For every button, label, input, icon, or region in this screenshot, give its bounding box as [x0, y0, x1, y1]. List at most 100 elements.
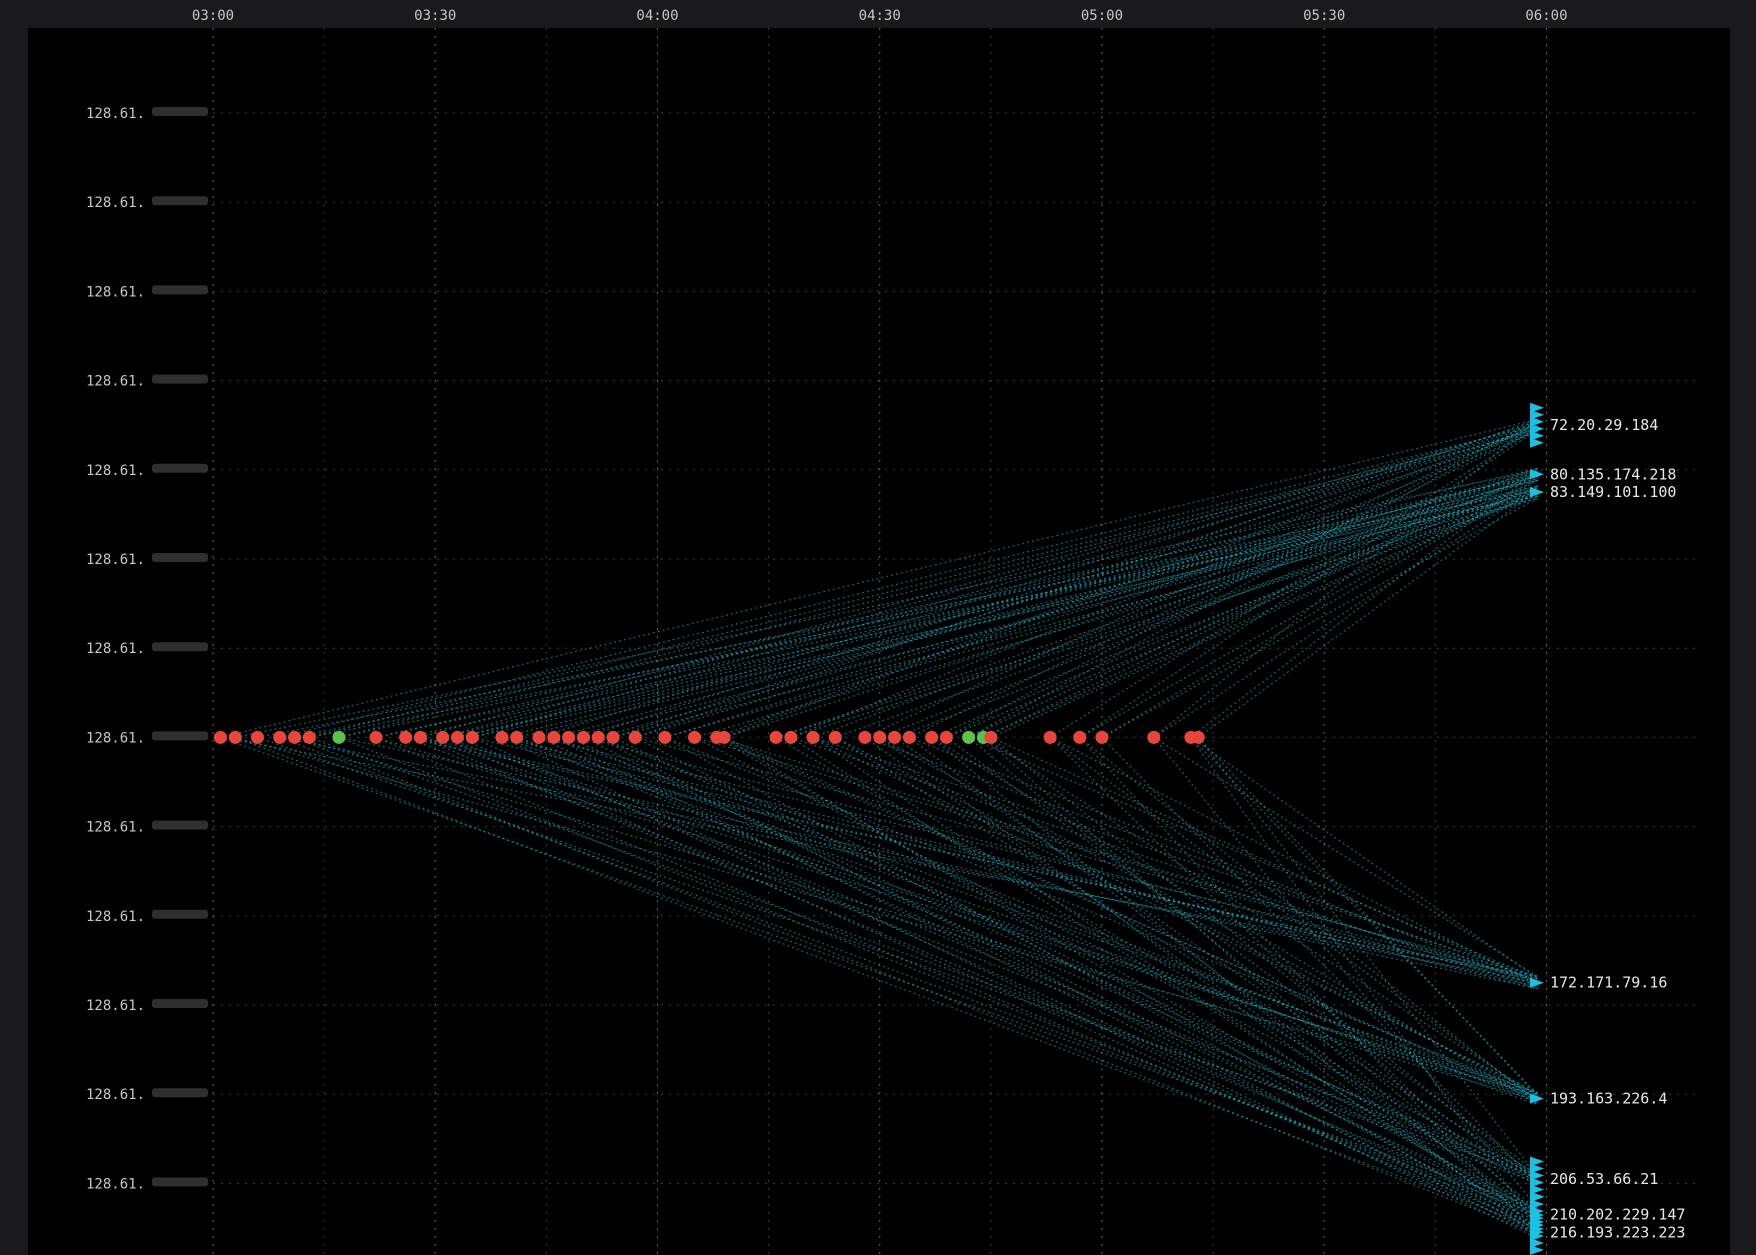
connection-line — [501, 736, 1539, 1106]
y-tick-label: 128.61. — [86, 1087, 145, 1103]
y-tick-label: 128.61. — [86, 998, 145, 1014]
connection-line — [1197, 489, 1539, 738]
connection-line — [338, 479, 1539, 738]
destination-arrow — [1530, 409, 1544, 420]
destination-arrow — [1530, 469, 1544, 480]
connection-line — [375, 485, 1539, 738]
connection-line — [664, 487, 1539, 738]
connection-line — [931, 736, 1539, 1239]
connection-line — [583, 736, 1539, 986]
connection-line — [1153, 737, 1539, 1209]
blurred-octet — [152, 820, 208, 830]
connection-line — [597, 736, 1539, 1237]
event-marker-red — [769, 730, 783, 744]
destination-label: 83.149.101.100 — [1550, 483, 1676, 501]
y-tick-label: 128.61. — [86, 909, 145, 925]
connection-line — [516, 736, 1539, 1094]
event-marker-red — [547, 730, 561, 744]
event-marker-red — [250, 730, 264, 744]
connection-line — [457, 475, 1539, 738]
event-marker-red — [984, 730, 998, 744]
blurred-octet — [152, 1177, 208, 1187]
connection-line — [1190, 736, 1539, 1096]
destination-arrow — [1530, 977, 1544, 988]
y-tick-label: 128.61. — [86, 284, 145, 300]
connection-line — [723, 736, 1539, 1102]
connection-line — [553, 736, 1539, 1231]
connection-line — [309, 428, 1539, 738]
connection-line — [538, 736, 1539, 1212]
connection-line — [583, 426, 1539, 738]
connection-line — [968, 420, 1539, 738]
event-marker-red — [828, 730, 842, 744]
event-marker-red — [1043, 730, 1057, 744]
destination-arrow — [1530, 1163, 1544, 1174]
connection-line — [338, 736, 1539, 990]
y-tick-label: 128.61. — [86, 730, 145, 746]
destination-arrow — [1530, 1216, 1544, 1227]
connection-line — [1190, 737, 1539, 1229]
connection-lines — [220, 418, 1539, 1240]
destination-arrow — [1530, 1230, 1544, 1241]
connection-line — [879, 473, 1539, 738]
connection-line — [294, 475, 1539, 738]
connection-line — [879, 736, 1539, 1233]
event-marker-red — [925, 730, 939, 744]
connection-line — [775, 736, 1539, 1184]
connection-line — [279, 424, 1539, 738]
destination-arrow — [1530, 416, 1544, 427]
connection-line — [1153, 736, 1539, 978]
destination-arrows — [1530, 402, 1544, 1255]
event-marker-red — [658, 730, 672, 744]
connection-line — [405, 736, 1539, 1176]
event-marker-red — [532, 730, 546, 744]
event-marker-red — [1147, 730, 1161, 744]
event-marker-red — [806, 730, 820, 744]
connection-line — [864, 422, 1539, 738]
event-marker-red — [399, 730, 413, 744]
destination-arrow — [1530, 1199, 1544, 1210]
connection-line — [790, 497, 1539, 738]
event-marker-green — [332, 730, 346, 744]
connection-line — [983, 736, 1539, 1231]
x-tick-label: 05:00 — [1081, 8, 1123, 24]
event-marker-red — [858, 730, 872, 744]
event-marker-red — [436, 730, 450, 744]
connection-line — [894, 736, 1539, 1182]
event-marker-green — [962, 730, 976, 744]
event-marker-red — [510, 730, 524, 744]
blurred-octet — [152, 999, 208, 1008]
destination-label: 193.163.226.4 — [1550, 1090, 1667, 1108]
connection-line — [812, 467, 1539, 738]
connection-line — [1101, 736, 1539, 1186]
connection-line — [472, 495, 1539, 738]
event-marker-red — [628, 730, 642, 744]
connection-line — [405, 487, 1539, 738]
event-marker-red — [888, 730, 902, 744]
x-tick-label: 05:30 — [1303, 8, 1345, 24]
connection-line — [723, 736, 1539, 1235]
blurred-octet — [152, 642, 208, 652]
destination-label: 80.135.174.218 — [1550, 465, 1676, 483]
connection-line — [279, 736, 1539, 984]
connection-line — [420, 736, 1539, 1098]
connection-line — [338, 736, 1539, 1222]
connection-line — [968, 736, 1539, 1212]
blurred-octet — [152, 285, 208, 295]
connection-line — [1049, 426, 1539, 738]
connection-line — [1049, 736, 1539, 1102]
connection-line — [568, 491, 1539, 738]
y-tick-label: 128.61. — [86, 1176, 145, 1192]
destination-label: 210.202.229.147 — [1550, 1206, 1685, 1224]
connection-line — [694, 489, 1539, 738]
connection-line — [220, 418, 1539, 738]
y-tick-label: 128.61. — [86, 374, 145, 390]
event-marker-red — [873, 730, 887, 744]
connection-line — [983, 736, 1539, 1098]
blurred-octet — [152, 731, 208, 741]
connection-line — [220, 736, 1539, 1210]
connection-line — [1049, 736, 1539, 1218]
destination-arrow — [1530, 1223, 1544, 1234]
